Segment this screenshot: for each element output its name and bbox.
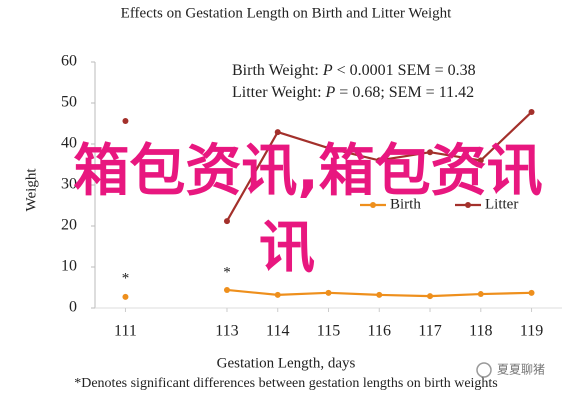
- x-tick-label: 119: [520, 323, 543, 340]
- stats-part: P: [322, 62, 333, 79]
- x-tick-label: 113: [215, 323, 238, 340]
- legend-label: Litter: [485, 196, 518, 212]
- point: [477, 157, 484, 164]
- x-axis-label: Gestation Length, days: [217, 355, 356, 371]
- stats-part: = 0.68; SEM = 11.42: [335, 84, 474, 101]
- point: [528, 109, 535, 116]
- point: [427, 293, 434, 300]
- stats-part: Litter Weight:: [232, 84, 326, 101]
- stats-line: Birth Weight: P < 0.0001 SEM = 0.38: [232, 62, 476, 79]
- point: [223, 286, 230, 293]
- overlay-text: 讯: [259, 216, 315, 281]
- overlay-text: 箱包资讯,箱包资讯: [73, 139, 542, 204]
- point: [274, 129, 281, 136]
- y-tick-label: 40: [61, 135, 77, 152]
- x-tick-label: 117: [418, 323, 441, 340]
- stats-part: Birth Weight:: [232, 62, 323, 79]
- legend-dot: [465, 202, 471, 208]
- footnote: *Denotes significant differences between…: [74, 376, 498, 391]
- point: [325, 289, 332, 296]
- point: [223, 218, 230, 225]
- annotation: *: [223, 265, 231, 281]
- legend-dot: [370, 202, 376, 208]
- point: [528, 289, 535, 296]
- watermark-icon: [476, 362, 492, 378]
- stats-part: P: [325, 84, 336, 101]
- point: [122, 293, 129, 300]
- point: [376, 157, 383, 164]
- watermark: 夏夏聊猪: [497, 363, 545, 377]
- x-tick-label: 115: [317, 323, 340, 340]
- stats-part: < 0.0001 SEM = 0.38: [333, 62, 476, 79]
- point: [274, 291, 281, 298]
- stats-line: Litter Weight: P = 0.68; SEM = 11.42: [232, 84, 474, 101]
- point: [477, 291, 484, 298]
- x-tick-label: 118: [469, 323, 492, 340]
- chart-title: Effects on Gestation Length on Birth and…: [121, 5, 452, 21]
- point: [376, 291, 383, 298]
- x-tick-label: 116: [368, 323, 391, 340]
- y-tick-label: 20: [61, 217, 77, 234]
- point: [427, 149, 434, 156]
- y-tick-label: 30: [61, 176, 77, 193]
- annotation: *: [122, 271, 130, 287]
- y-axis-label: Weight: [23, 168, 39, 212]
- point: [122, 118, 129, 125]
- x-tick-label: 111: [114, 323, 137, 340]
- y-tick-label: 60: [61, 53, 77, 70]
- y-tick-label: 50: [61, 94, 77, 111]
- y-tick-label: 10: [61, 258, 77, 275]
- x-tick-label: 114: [266, 323, 289, 340]
- legend-label: Birth: [390, 196, 421, 212]
- y-tick-label: 0: [69, 299, 77, 316]
- point: [325, 145, 332, 152]
